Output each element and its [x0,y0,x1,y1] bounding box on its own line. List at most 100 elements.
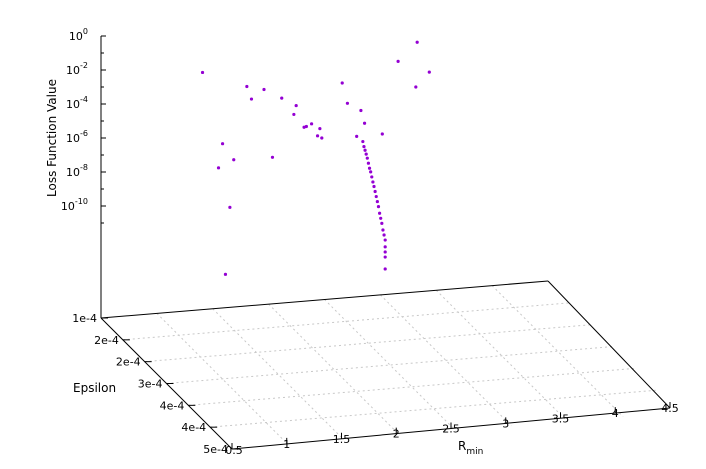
data-point [355,134,359,138]
data-point [292,112,296,117]
z-tick-exponent: -4 [80,95,88,104]
y-tick-label: 2e-4 [94,334,119,347]
grid-line-y [166,346,614,384]
grid-line-x [212,308,345,441]
data-point [396,59,400,63]
data-point [362,144,366,149]
data-point [383,255,387,259]
grid-line-y [188,367,636,406]
data-point [383,238,387,242]
x-tick-label: 3 [502,417,509,430]
data-point [378,211,382,215]
data-point [427,70,431,74]
data-point [374,194,378,199]
grid-line-y [144,324,592,363]
z-tick-mantissa: 10 [61,200,75,213]
z-tick-label: 10-6 [66,129,88,145]
z-tick-label: 10-4 [66,95,88,111]
x-tick-label: 4.5 [661,402,679,415]
z-tick-label: 10-8 [66,163,88,179]
data-point [315,134,320,138]
data-point [369,170,373,174]
grid-line-y [122,302,570,341]
data-point [373,189,377,194]
data-point [367,166,372,170]
data-point [366,161,371,165]
data-point [415,40,419,44]
data-point [383,245,387,249]
data-point [372,184,376,189]
z-tick-mantissa: 10 [66,64,80,77]
z-tick-mantissa: 10 [66,166,80,179]
y-tick-label: 3e-4 [138,378,163,391]
z-tick-label: 100 [69,27,88,43]
data-point [364,152,368,156]
data-point [245,84,249,89]
data-point [376,205,381,209]
z-tick-exponent: -6 [80,129,88,138]
z-tick-mantissa: 10 [66,132,80,145]
data-point [270,155,275,159]
base-top-edge [100,280,549,319]
axes [100,36,671,450]
z-axis-label: Loss Function Value [45,79,59,197]
z-tick-exponent: -8 [80,163,88,172]
x-axis-label-sub: min [466,447,483,457]
y-tick-label: 2e-4 [116,356,141,369]
y-tick-label: 4e-4 [181,421,206,434]
data-point [249,97,254,101]
data-point [280,96,284,100]
data-point [345,101,350,105]
data-point [359,108,363,113]
data-point [380,132,384,136]
data-point [216,166,221,170]
grid-line-y [210,389,658,428]
data-point [363,148,367,152]
data-point [379,216,383,220]
y-tick-label: 4e-4 [160,399,185,412]
data-point [309,122,314,126]
data-point [262,87,266,92]
z-tick-mantissa: 10 [66,98,80,111]
z-tick-exponent: 0 [83,27,88,36]
x-tick-label: 4 [612,407,619,420]
data-point [200,70,205,75]
x-tick-label: 1.5 [333,433,351,446]
data-point [220,142,225,146]
data-points [200,40,431,276]
z-tick-exponent: -2 [80,61,88,70]
data-point [228,205,232,209]
grid-line-x [268,303,400,436]
data-point [304,124,308,129]
base-right-edge [547,280,671,409]
base-grid [122,285,658,445]
data-point [383,267,387,271]
data-point [381,228,385,232]
data-point [362,121,367,125]
data-point [361,139,365,144]
data-point [340,81,344,85]
data-point [370,175,374,179]
x-axis-label-main: R [458,439,466,453]
data-point [223,272,228,276]
z-tick-exponent: -10 [75,197,88,206]
axis-labels: Loss Function Value Epsilon Rmin [45,79,483,457]
x-tick-label: 1 [283,438,290,451]
z-tick-label: 10-10 [61,197,88,213]
data-point [383,250,387,254]
grid-line-x [491,285,624,417]
data-point [232,158,236,162]
y-axis-label: Epsilon [73,381,116,395]
z-tick-label: 10-2 [66,61,88,77]
y-tick-label: 5e-4 [203,443,228,456]
x-tick-label: 2.5 [442,423,460,436]
x-tick-label: 2 [393,428,400,441]
grid-line-x [324,299,456,431]
data-point [320,136,324,140]
data-point [365,156,369,160]
data-point [414,85,418,89]
x-tick-label: 3.5 [552,412,570,425]
data-point [371,180,375,184]
data-point [318,127,322,131]
